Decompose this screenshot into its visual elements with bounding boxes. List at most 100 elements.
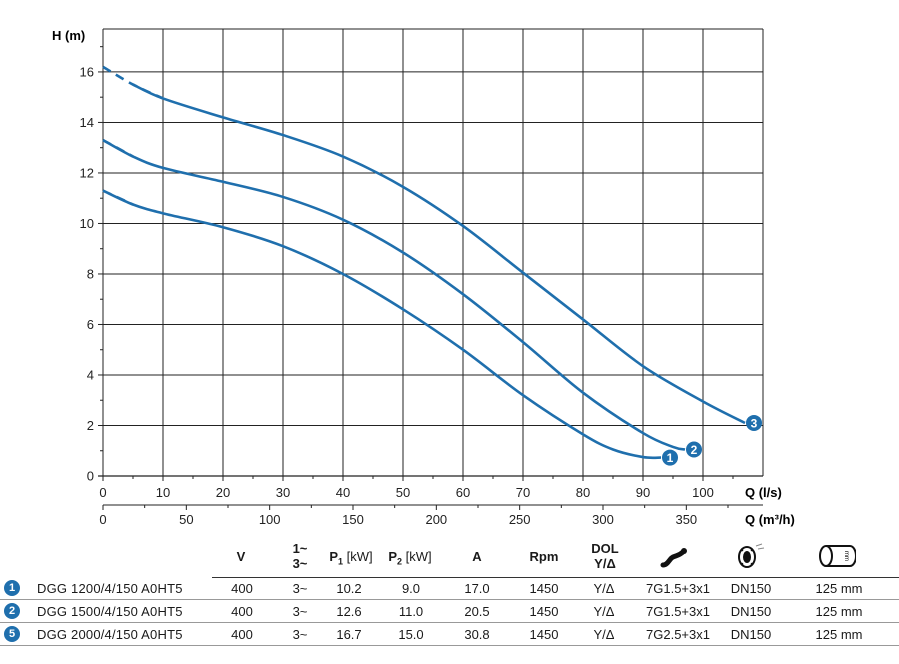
cell-p1: 16.7 <box>336 627 362 642</box>
cell-p2: 15.0 <box>398 627 424 642</box>
flange-icon <box>738 543 765 568</box>
y-tick-label: 12 <box>80 165 94 180</box>
cell-p2: 9.0 <box>401 581 421 596</box>
cell-v: 400 <box>231 581 253 596</box>
cell-pipe: 125 mm <box>815 627 863 642</box>
header-p2-sub: 2 <box>397 556 403 567</box>
curve-marker-label: 1 <box>667 451 674 465</box>
curve-marker-2 <box>686 441 702 458</box>
cell-pipe: 125 mm <box>815 581 863 596</box>
y-axis-label: H (m) <box>52 28 85 43</box>
header-p2-unit: [kW] <box>405 549 432 564</box>
cell-v: 400 <box>231 627 253 642</box>
row-badge: 2 <box>4 603 20 619</box>
x2-tick-label: 100 <box>259 512 281 527</box>
x-axis-label: Q (l/s) <box>745 485 782 500</box>
header-dol-top: DOL <box>591 541 619 556</box>
y-tick-label: 8 <box>87 266 94 281</box>
x-tick-label: 40 <box>336 485 350 500</box>
curve-2 <box>102 138 686 451</box>
x2-tick-label: 150 <box>342 512 364 527</box>
x2-axis-label: Q (m³/h) <box>745 512 795 527</box>
header-phase-single: 1~ <box>292 541 308 556</box>
cell-a: 30.8 <box>464 627 490 642</box>
cell-p1: 12.6 <box>336 604 362 619</box>
chart-grid <box>98 28 764 477</box>
table-row: 5 DGG 2000/4/150 A0HT5 400 3~ 16.7 15.0 30.8 14… <box>0 623 899 646</box>
header-voltage: V <box>236 549 246 564</box>
y-tick-label: 16 <box>80 64 94 79</box>
curve-1 <box>102 189 662 460</box>
header-rpm: Rpm <box>529 549 559 564</box>
header-p1: P1 [kW] <box>326 549 376 570</box>
y-tick-label: 2 <box>87 418 94 433</box>
header-phase: 1~ 3~ <box>285 541 315 571</box>
x2-tick-label: 300 <box>592 512 614 527</box>
x2-tick-label: 350 <box>675 512 697 527</box>
cell-v: 400 <box>231 604 253 619</box>
row-divider <box>0 599 899 600</box>
cell-dol: Y/Δ <box>593 604 615 619</box>
chart-curves: 1 2 3 <box>102 65 762 466</box>
x-tick-label: 30 <box>276 485 290 500</box>
header-p2: P2 [kW] <box>384 549 436 570</box>
pipe-diameter-icon: mm <box>819 545 856 567</box>
cell-a: 17.0 <box>464 581 490 596</box>
header-p1-symbol: P <box>329 549 339 564</box>
x-tick-label: 0 <box>99 485 106 500</box>
row-badge: 1 <box>4 580 20 596</box>
x-tick-label: 100 <box>692 485 714 500</box>
cell-phase: 3~ <box>292 581 308 596</box>
cell-cable: 7G2.5+3x1 <box>646 627 710 642</box>
header-p1-sub: 1 <box>338 556 344 567</box>
cell-phase: 3~ <box>292 604 308 619</box>
cell-phase: 3~ <box>292 627 308 642</box>
x-tick-label: 20 <box>216 485 230 500</box>
x2-tick-label: 50 <box>179 512 193 527</box>
cell-flange: DN150 <box>730 627 772 642</box>
x-tick-label: 90 <box>636 485 650 500</box>
table-row: 1 DGG 1200/4/150 A0HT5 400 3~ 10.2 9.0 17.0 145… <box>0 577 899 600</box>
header-dol-bot: Y/Δ <box>594 556 616 571</box>
x2-tick-label: 0 <box>99 512 106 527</box>
row-divider <box>0 645 899 646</box>
curve-marker-label: 3 <box>751 416 758 430</box>
y-tick-label: 4 <box>87 367 94 382</box>
y-tick-label: 6 <box>87 317 94 332</box>
cell-p2: 11.0 <box>398 604 424 619</box>
curve-marker-3 <box>746 414 762 431</box>
cell-flange: DN150 <box>730 604 772 619</box>
header-p2-symbol: P <box>388 549 398 564</box>
y-tick-label: 10 <box>80 216 94 231</box>
cable-icon <box>660 548 687 568</box>
x-tick-label: 80 <box>576 485 590 500</box>
x-tick-label: 60 <box>456 485 470 500</box>
x2-tick-label: 200 <box>425 512 447 527</box>
curve-marker-label: 2 <box>691 443 698 457</box>
x-tick-label: 70 <box>516 485 530 500</box>
curve-marker-1 <box>662 449 678 466</box>
cell-rpm: 1450 <box>529 581 559 596</box>
header-phase-three: 3~ <box>292 556 308 571</box>
x-tick-label: 50 <box>396 485 410 500</box>
curve-3 <box>132 83 746 425</box>
cell-cable: 7G1.5+3x1 <box>646 581 710 596</box>
y-tick-label: 0 <box>87 469 94 484</box>
cell-dol: Y/Δ <box>593 581 615 596</box>
cell-a: 20.5 <box>464 604 490 619</box>
row-divider <box>0 622 899 623</box>
row-badge: 5 <box>4 626 20 642</box>
cell-cable: 7G1.5+3x1 <box>646 604 710 619</box>
cell-pipe: 125 mm <box>815 604 863 619</box>
row-model-name: DGG 1500/4/150 A0HT5 <box>37 604 183 619</box>
x-tick-label: 10 <box>156 485 170 500</box>
table-row: 2 DGG 1500/4/150 A0HT5 400 3~ 12.6 11.0 20.5 14… <box>0 600 899 623</box>
cell-dol: Y/Δ <box>593 627 615 642</box>
cell-flange: DN150 <box>730 581 772 596</box>
header-current: A <box>472 549 482 564</box>
row-model-name: DGG 1200/4/150 A0HT5 <box>37 581 183 596</box>
header-p1-unit: [kW] <box>346 549 373 564</box>
table-header-row <box>212 535 899 578</box>
